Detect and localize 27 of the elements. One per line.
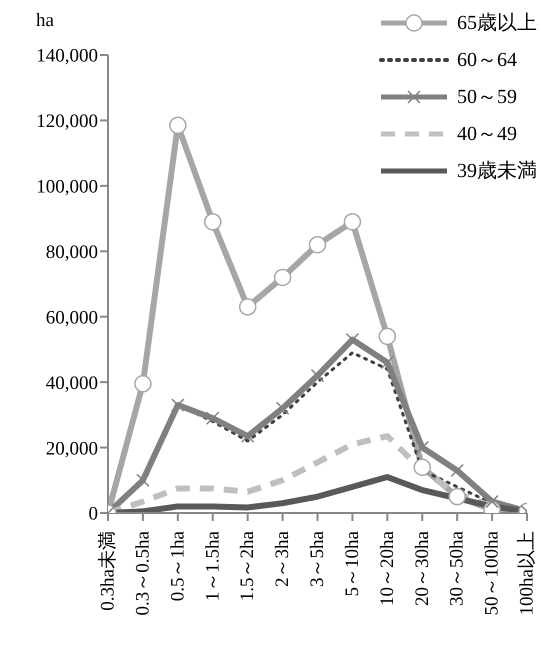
x-tick-label: 1～1.5ha bbox=[202, 530, 224, 602]
y-tick-label: 120,000 bbox=[36, 111, 98, 132]
x-tick-label: 3～5ha bbox=[307, 530, 328, 587]
legend-label: 39歳未満 bbox=[457, 159, 537, 184]
x-tick-label: 0.3ha未満 bbox=[98, 531, 118, 611]
x-tick-label: 10～20ha bbox=[376, 530, 398, 606]
y-tick-label: 60,000 bbox=[46, 307, 98, 328]
y-tick-label: 80,000 bbox=[46, 242, 98, 264]
x-tick-label: 0.5～1ha bbox=[167, 530, 188, 602]
x-tick-label: 50～100ha bbox=[482, 530, 503, 616]
x-tick-label: 2～3ha bbox=[272, 530, 294, 587]
y-tick-label: 0 bbox=[88, 504, 98, 525]
x-tick-label: 20～30ha bbox=[412, 530, 433, 606]
y-tick-label: 140,000 bbox=[36, 46, 98, 67]
y-tick-label: 20,000 bbox=[46, 438, 98, 460]
x-tick-label: 0.3～0.5ha bbox=[132, 530, 154, 616]
x-tick-label: 5～10ha bbox=[342, 530, 363, 596]
x-tick-label: 100ha以上 bbox=[516, 531, 538, 616]
legend-label: 65歳以上 bbox=[457, 11, 537, 36]
legend-label: 40～49 bbox=[457, 122, 517, 147]
legend-label: 50～59 bbox=[457, 85, 517, 110]
legend-label: 60～64 bbox=[457, 48, 517, 73]
y-tick-label: 40,000 bbox=[46, 372, 98, 394]
x-tick-label: 1.5～2ha bbox=[237, 530, 258, 602]
y-axis-title: ha bbox=[36, 10, 54, 32]
x-tick-label: 30～50ha bbox=[446, 530, 468, 606]
y-tick-label: 100,000 bbox=[36, 176, 98, 198]
